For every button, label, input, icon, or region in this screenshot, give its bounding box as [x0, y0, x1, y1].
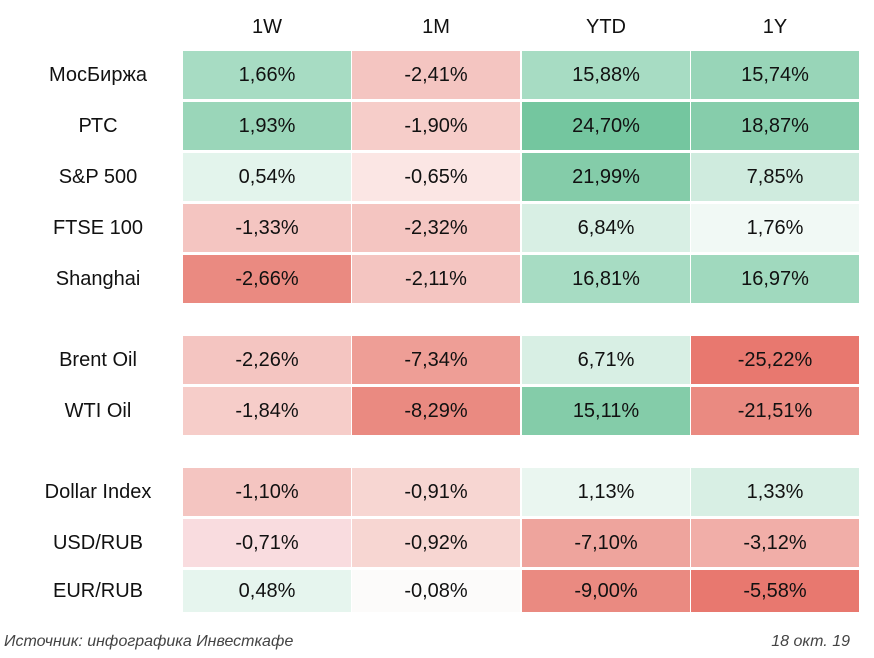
value-cell-1m: -0,08%	[352, 570, 520, 612]
value-cell-1m: -0,65%	[352, 153, 520, 201]
value-cell-ytd: 15,11%	[522, 387, 690, 435]
column-header-1w: 1W	[252, 16, 282, 38]
column-header-ytd: YTD	[586, 16, 626, 38]
value-cell-1m: -1,90%	[352, 102, 520, 150]
value-cell-1w: 1,93%	[183, 102, 351, 150]
value-cell-1m: -2,41%	[352, 51, 520, 99]
value-cell-1w: -1,10%	[183, 468, 351, 516]
value-cell-1y: -21,51%	[691, 387, 859, 435]
value-cell-1m: -0,92%	[352, 519, 520, 567]
row-label: Shanghai	[55, 268, 141, 290]
value-cell-1y: 18,87%	[691, 102, 859, 150]
value-cell-ytd: 21,99%	[522, 153, 690, 201]
row-label: USD/RUB	[52, 532, 143, 554]
date-note: 18 окт. 19	[771, 633, 850, 650]
value-cell-1y: -5,58%	[691, 570, 859, 612]
value-cell-ytd: 6,71%	[522, 336, 690, 384]
value-cell-ytd: 6,84%	[522, 204, 690, 252]
source-note: Источник: инфографика Инвесткафе	[4, 633, 294, 650]
value-cell-1w: 0,54%	[183, 153, 351, 201]
row-label: EUR/RUB	[52, 580, 143, 602]
value-cell-1w: 1,66%	[183, 51, 351, 99]
value-cell-ytd: 16,81%	[522, 255, 690, 303]
row-label: S&P 500	[58, 166, 138, 188]
value-cell-ytd: 15,88%	[522, 51, 690, 99]
value-cell-ytd: 1,13%	[522, 468, 690, 516]
value-cell-1m: -2,11%	[352, 255, 520, 303]
value-cell-ytd: -7,10%	[522, 519, 690, 567]
row-label: Dollar Index	[44, 481, 152, 503]
value-cell-1y: 1,33%	[691, 468, 859, 516]
value-cell-1w: -2,66%	[183, 255, 351, 303]
value-cell-ytd: -9,00%	[522, 570, 690, 612]
column-header-1m: 1M	[422, 16, 450, 38]
value-cell-1m: -8,29%	[352, 387, 520, 435]
value-cell-1w: -1,33%	[183, 204, 351, 252]
row-label: WTI Oil	[64, 400, 132, 422]
value-cell-1w: -0,71%	[183, 519, 351, 567]
value-cell-1y: 16,97%	[691, 255, 859, 303]
value-cell-1w: 0,48%	[183, 570, 351, 612]
value-cell-1w: -2,26%	[183, 336, 351, 384]
value-cell-1y: 7,85%	[691, 153, 859, 201]
value-cell-1y: 1,76%	[691, 204, 859, 252]
value-cell-ytd: 24,70%	[522, 102, 690, 150]
row-label: МосБиржа	[49, 64, 147, 86]
row-label: Brent Oil	[59, 349, 137, 371]
value-cell-1y: -25,22%	[691, 336, 859, 384]
row-label: РТС	[78, 115, 118, 137]
value-cell-1y: -3,12%	[691, 519, 859, 567]
value-cell-1y: 15,74%	[691, 51, 859, 99]
row-label: FTSE 100	[52, 217, 144, 239]
value-cell-1w: -1,84%	[183, 387, 351, 435]
value-cell-1m: -7,34%	[352, 336, 520, 384]
value-cell-1m: -2,32%	[352, 204, 520, 252]
value-cell-1m: -0,91%	[352, 468, 520, 516]
column-header-1y: 1Y	[762, 16, 788, 38]
